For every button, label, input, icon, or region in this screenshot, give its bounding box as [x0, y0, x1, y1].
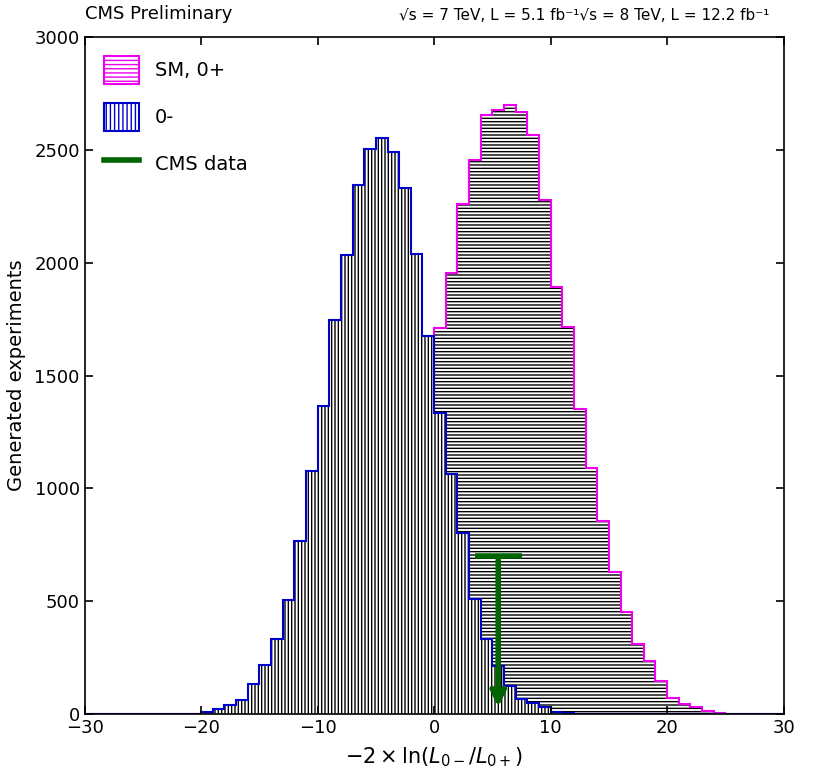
- Text: CMS Preliminary: CMS Preliminary: [85, 5, 232, 23]
- X-axis label: $-2\times\ln(L_{0-}/L_{0+})$: $-2\times\ln(L_{0-}/L_{0+})$: [345, 746, 523, 769]
- Text: √s = 7 TeV, L = 5.1 fb⁻¹√s = 8 TeV, L = 12.2 fb⁻¹: √s = 7 TeV, L = 5.1 fb⁻¹√s = 8 TeV, L = …: [399, 9, 769, 23]
- Legend: SM, 0+, 0-, CMS data: SM, 0+, 0-, CMS data: [94, 47, 257, 188]
- Y-axis label: Generated experiments: Generated experiments: [7, 260, 26, 491]
